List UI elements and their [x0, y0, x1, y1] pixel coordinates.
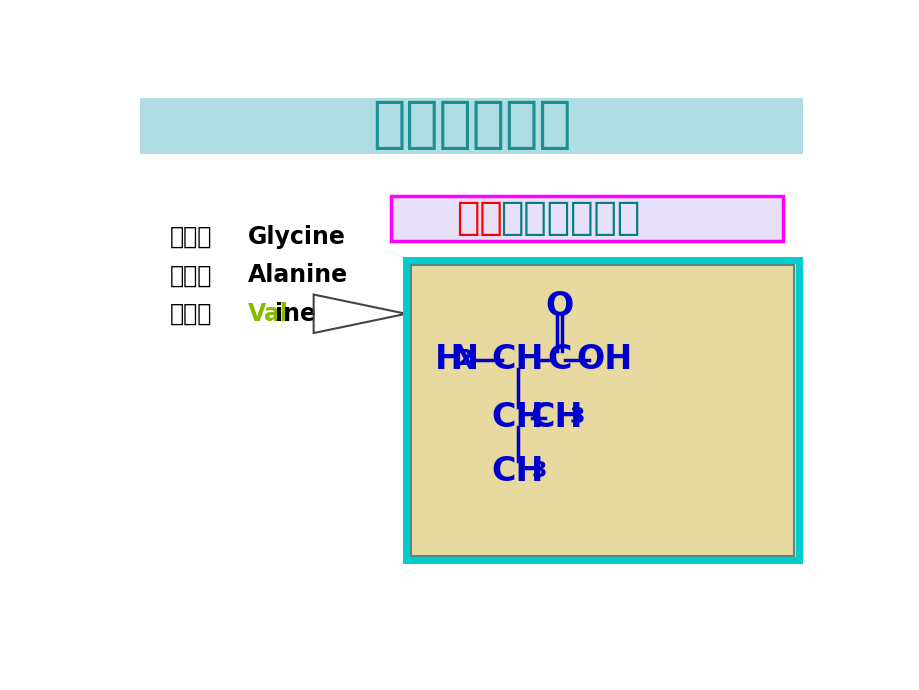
Text: 甘氨酸: 甘氨酸: [169, 225, 211, 249]
Text: CH: CH: [491, 344, 543, 377]
Text: 3: 3: [531, 461, 546, 481]
Text: 缬氨酸: 缬氨酸: [169, 302, 211, 326]
Text: H: H: [434, 344, 462, 377]
Text: OH: OH: [576, 344, 632, 377]
Text: 3: 3: [570, 407, 584, 427]
Bar: [141, 98, 801, 154]
Text: O: O: [545, 290, 573, 323]
Text: 氨基酸的结构: 氨基酸的结构: [371, 98, 571, 152]
Text: 中性: 中性: [456, 199, 503, 237]
Text: C: C: [547, 344, 571, 377]
Text: N: N: [451, 344, 479, 377]
Text: CH: CH: [491, 455, 543, 488]
Text: Val: Val: [248, 302, 289, 326]
Text: ine: ine: [275, 302, 316, 326]
Text: 丙氨酸: 丙氨酸: [169, 264, 211, 287]
Bar: [405, 260, 798, 560]
Bar: [410, 264, 793, 555]
Text: Alanine: Alanine: [248, 264, 348, 287]
Text: Glycine: Glycine: [248, 225, 346, 249]
Text: 脂肪族氨基酸: 脂肪族氨基酸: [499, 199, 640, 237]
Text: CH: CH: [529, 402, 582, 434]
Bar: [391, 196, 782, 241]
Text: 2: 2: [457, 349, 472, 369]
Text: CH: CH: [491, 402, 543, 434]
